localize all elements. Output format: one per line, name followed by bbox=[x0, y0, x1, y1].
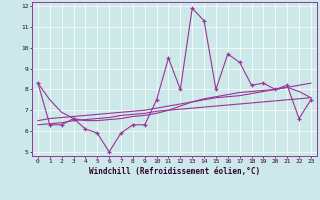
X-axis label: Windchill (Refroidissement éolien,°C): Windchill (Refroidissement éolien,°C) bbox=[89, 167, 260, 176]
